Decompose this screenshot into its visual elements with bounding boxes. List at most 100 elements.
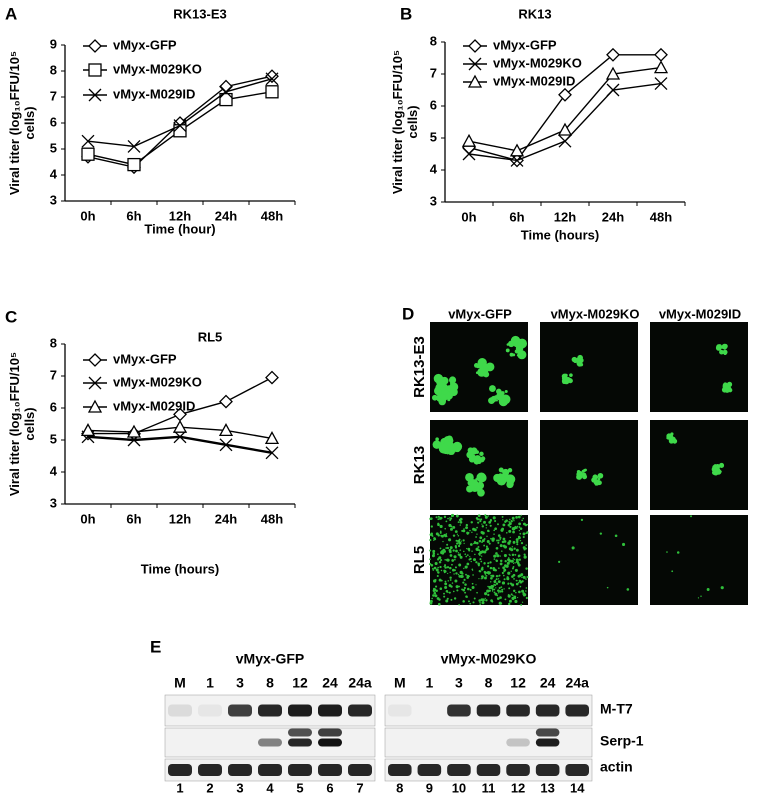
cell-dot <box>454 546 458 549</box>
marker <box>81 147 95 161</box>
cell-dot <box>520 514 522 516</box>
cell-dot <box>510 593 513 596</box>
marker <box>219 85 233 99</box>
cell-dot <box>438 578 442 582</box>
marker <box>127 157 141 172</box>
plaque <box>716 464 721 469</box>
blot-band <box>228 704 252 717</box>
cell-dot <box>469 602 472 605</box>
marker <box>605 66 621 80</box>
chart-title: RL5 <box>198 329 223 344</box>
plaque <box>476 488 480 492</box>
cell-dot <box>433 537 436 540</box>
plaque <box>591 477 597 483</box>
cell-dot <box>476 591 478 594</box>
cell-dot <box>437 566 439 569</box>
cell-dot <box>626 588 630 591</box>
cell-dot <box>477 514 481 518</box>
cell-dot <box>443 570 447 573</box>
cell-dot <box>507 541 511 545</box>
cell-dot <box>452 549 455 552</box>
cell-dot <box>490 537 492 540</box>
cell-dot <box>516 543 519 546</box>
cell-dot <box>474 541 477 545</box>
marker <box>219 92 233 107</box>
plaque <box>670 437 676 443</box>
plaque <box>564 373 568 377</box>
plaque <box>712 469 719 476</box>
marker <box>606 83 620 97</box>
lane-number: 10 <box>452 780 466 795</box>
cell-dot <box>496 539 499 542</box>
cell-dot <box>479 520 482 523</box>
cell-dot <box>457 553 460 556</box>
cell-dot <box>444 566 447 569</box>
x-tick-label: 0h <box>461 209 476 224</box>
marker <box>654 47 668 62</box>
cell-dot <box>519 539 522 542</box>
cell-dot <box>439 530 442 533</box>
cell-dot <box>512 558 515 560</box>
cell-dot <box>463 528 465 530</box>
marker <box>265 446 279 460</box>
cell-dot <box>462 539 465 542</box>
cell-dot <box>497 589 500 592</box>
cell-dot <box>434 585 438 588</box>
lane-number: 11 <box>482 780 496 795</box>
lane-label: 12 <box>510 675 526 691</box>
plaque <box>482 362 488 368</box>
cell-dot <box>483 520 486 524</box>
y-tick-label: 3 <box>50 495 57 510</box>
cell-dot <box>430 525 433 528</box>
cell-dot <box>494 527 497 531</box>
plaque <box>597 472 604 479</box>
cell-dot <box>493 558 496 560</box>
plaque <box>724 386 729 392</box>
y-tick-label: 7 <box>50 88 57 103</box>
cell-dot <box>515 560 519 564</box>
cell-dot <box>503 568 507 572</box>
x-tick-label: 6h <box>126 208 141 223</box>
blot-band <box>535 764 560 776</box>
cell-dot <box>477 518 480 521</box>
cell-dot <box>432 569 435 571</box>
cell-dot <box>508 599 512 603</box>
plaque <box>473 455 476 459</box>
cell-dot <box>506 561 510 565</box>
micrograph <box>540 420 638 510</box>
cell-dot <box>519 580 523 584</box>
column-header: vMyx-GFP <box>448 306 512 321</box>
cell-dot <box>493 588 496 591</box>
cell-dot <box>466 576 469 579</box>
cell-dot <box>475 536 477 538</box>
cell-dot <box>436 575 439 578</box>
cell-dot <box>487 593 490 597</box>
plaque <box>581 469 585 473</box>
cell-dot <box>510 570 512 572</box>
cell-dot <box>511 575 514 578</box>
cell-dot <box>437 558 440 561</box>
cell-dot <box>469 543 473 546</box>
cell-dot <box>509 536 511 538</box>
micrograph <box>650 515 748 605</box>
cell-dot <box>490 574 493 577</box>
plaque <box>576 469 581 474</box>
cell-dot <box>482 577 484 580</box>
micrograph <box>650 322 748 412</box>
cell-dot <box>512 594 514 597</box>
cell-dot <box>481 531 485 535</box>
cell-dot <box>470 521 473 524</box>
blot-band <box>506 704 530 717</box>
cell-dot <box>485 527 487 529</box>
blot-band <box>535 728 560 737</box>
x-tick-label: 12h <box>554 209 576 224</box>
cell-dot <box>495 578 498 581</box>
plaque <box>501 401 504 404</box>
cell-dot <box>497 541 500 544</box>
cell-dot <box>515 582 519 586</box>
cell-dot <box>457 544 461 548</box>
cell-dot <box>475 584 477 586</box>
cell-dot <box>495 546 499 550</box>
cell-dot <box>517 563 521 567</box>
cell-dot <box>429 558 431 561</box>
